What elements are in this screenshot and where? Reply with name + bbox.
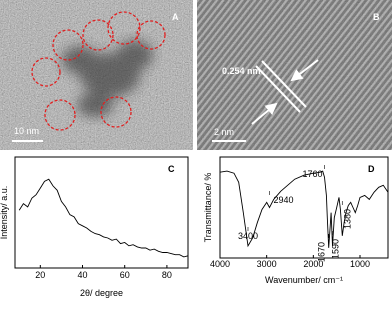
tem-image-a [0,0,193,150]
panel-label: C [168,164,175,174]
peak-label: 2940 [273,195,293,205]
peak-label: 3400 [238,231,258,241]
x-tick-label: 4000 [210,259,230,269]
x-tick-label: 3000 [257,259,277,269]
x-axis-label: Wavenumber/ cm⁻¹ [265,275,343,285]
y-axis-label: Transmittance/ % [203,173,213,243]
lattice-spacing: 0.254 nm [222,66,261,76]
x-tick-label: 80 [162,270,172,280]
peak-label: 1380 [342,209,352,229]
x-tick-label: 20 [35,270,45,280]
peak-label: 1670 [317,242,327,262]
peak-label: 1590 [330,239,340,259]
data-line [18,178,189,258]
scale-bar-label: 10 nm [14,126,39,136]
scale-bar-label: 2 nm [214,127,234,137]
x-tick-label: 2000 [303,259,323,269]
peak-label: 1760 [303,169,323,179]
x-axis-label: 2θ/ degree [80,288,123,298]
panel-label: B [373,12,380,22]
data-line [219,170,389,248]
panel-label: A [172,12,179,22]
x-tick-label: 60 [120,270,130,280]
y-axis-label: Intensity/ a.u. [0,186,9,240]
x-tick-label: 1000 [350,259,370,269]
panel-label: D [368,164,375,174]
x-tick-label: 40 [78,270,88,280]
plot-frame [14,156,189,269]
plot-frame [219,156,389,259]
tem-image-b [197,0,392,150]
